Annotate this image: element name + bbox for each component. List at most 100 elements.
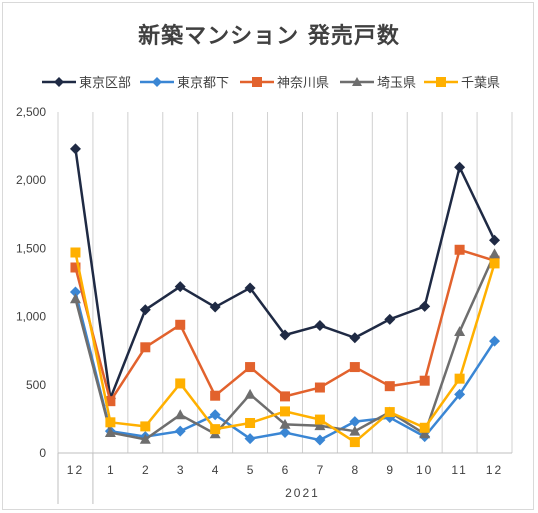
- data-point: [314, 319, 326, 331]
- data-point: [175, 378, 186, 389]
- x-tick-label: 9: [386, 463, 393, 477]
- data-point: [280, 391, 290, 402]
- grid-lines: [57, 112, 513, 453]
- data-point: [489, 248, 501, 259]
- data-point: [174, 425, 186, 437]
- data-point: [349, 416, 361, 428]
- data-point: [454, 373, 465, 384]
- x-tick-label: 11: [451, 463, 467, 477]
- series: [70, 247, 500, 448]
- x-tick-label: 6: [282, 463, 289, 477]
- data-point: [69, 143, 81, 155]
- series: [69, 143, 501, 404]
- data-point: [454, 161, 466, 173]
- data-point: [244, 433, 256, 445]
- data-point: [279, 427, 291, 439]
- data-point: [245, 362, 256, 373]
- data-point: [279, 418, 291, 429]
- data-point: [419, 422, 430, 433]
- data-point: [70, 262, 81, 273]
- data-point: [140, 421, 151, 432]
- series: [69, 248, 501, 444]
- x-tick-label: 10: [416, 463, 433, 477]
- data-point: [140, 342, 151, 353]
- data-point: [352, 77, 362, 86]
- data-point: [314, 420, 326, 431]
- data-point: [70, 247, 81, 258]
- data-point: [104, 427, 116, 437]
- x-tick-label: 12: [67, 463, 84, 477]
- x-tick-label: 5: [247, 463, 254, 477]
- data-point: [209, 301, 221, 313]
- data-point: [419, 428, 431, 439]
- data-point: [252, 77, 262, 87]
- data-point: [454, 326, 466, 337]
- x-tick-label: 2: [142, 463, 149, 477]
- data-point: [384, 313, 396, 325]
- legend-item: 東京区部: [42, 75, 131, 91]
- legend-label: 東京区部: [79, 75, 131, 91]
- data-point: [349, 437, 360, 448]
- y-tick-label: 0: [39, 446, 46, 460]
- data-point: [54, 77, 64, 87]
- data-point: [279, 329, 291, 341]
- x-tick-label: 3: [177, 463, 184, 477]
- data-point: [152, 77, 162, 87]
- data-point: [105, 417, 116, 428]
- data-point: [314, 414, 325, 425]
- data-point: [174, 409, 186, 420]
- series: [70, 244, 500, 407]
- legend-label: 千葉県: [461, 76, 500, 91]
- data-point: [210, 390, 221, 401]
- data-point: [349, 425, 361, 436]
- data-point: [139, 304, 151, 316]
- data-point: [419, 375, 430, 386]
- data-point: [209, 409, 221, 421]
- data-point: [245, 417, 256, 428]
- data-point: [436, 77, 446, 87]
- data-point: [314, 382, 325, 393]
- data-point: [454, 388, 466, 400]
- x-tick-label: 8: [352, 463, 359, 477]
- y-tick-label: 500: [26, 378, 46, 392]
- y-tick-label: 2,500: [16, 105, 46, 119]
- data-point: [349, 362, 360, 373]
- y-tick-label: 1,500: [16, 241, 46, 255]
- data-point: [384, 381, 395, 392]
- data-point: [489, 258, 500, 269]
- data-point: [105, 396, 116, 407]
- data-point: [489, 335, 501, 347]
- x-tick-label: 12: [486, 463, 503, 477]
- x-tick-label: 7: [317, 463, 324, 477]
- data-point: [280, 406, 290, 417]
- y-tick-label: 2,000: [16, 173, 46, 187]
- legend-item: 東京都下: [140, 75, 229, 91]
- x-group-label: 2021: [285, 486, 320, 500]
- x-tick-label: 4: [212, 463, 219, 477]
- series-line: [74, 148, 496, 400]
- data-point: [174, 281, 186, 293]
- data-point: [139, 433, 151, 444]
- data-point: [69, 293, 81, 304]
- data-point: [314, 434, 326, 446]
- data-point: [244, 388, 256, 399]
- data-point: [175, 319, 186, 330]
- data-point: [419, 300, 431, 312]
- legend-item: 千葉県: [424, 76, 500, 91]
- legend-label: 東京都下: [177, 75, 229, 91]
- legend-item: 神奈川県: [240, 76, 329, 91]
- legend: 東京区部 東京都下 神奈川県 埼玉県 千葉県: [42, 75, 500, 91]
- data-point: [489, 234, 501, 246]
- y-tick-label: 1,000: [16, 310, 46, 324]
- legend-label: 神奈川県: [277, 76, 329, 91]
- data-point: [210, 424, 221, 435]
- data-point: [454, 244, 465, 255]
- data-point: [244, 282, 256, 294]
- x-tick-label: 1: [107, 463, 114, 477]
- chart-title: 新築マンション 発売戸数: [138, 24, 400, 49]
- legend-label: 埼玉県: [377, 76, 416, 91]
- legend-item: 埼玉県: [340, 76, 416, 91]
- data-point: [349, 332, 361, 344]
- data-point: [384, 407, 395, 418]
